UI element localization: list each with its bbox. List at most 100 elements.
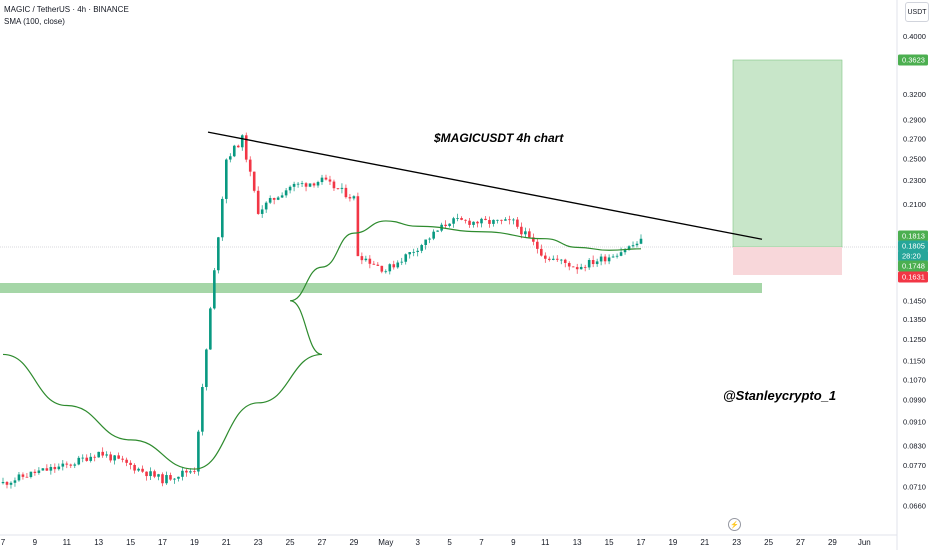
candle (615, 253, 619, 259)
candle (125, 457, 128, 467)
time-tick-label: 3 (415, 538, 420, 547)
time-tick-label: 17 (158, 538, 167, 547)
candle (149, 467, 152, 481)
candle (81, 454, 85, 463)
time-axis-ticks: 7 9 11 13 15 17 19 21 23 25 27 29 May 3 5 7 9 11 13 15 17 19 2… (1, 538, 871, 547)
candle (567, 261, 571, 271)
candle (169, 472, 172, 481)
candle (448, 223, 451, 228)
candle (1, 477, 5, 485)
stop-zone (733, 247, 842, 275)
candle (611, 254, 615, 258)
price-badge-label: 0.3623 (902, 56, 925, 65)
time-tick-label: 15 (605, 538, 614, 547)
candle (161, 472, 164, 487)
price-tick-label: 0.0830 (903, 442, 926, 451)
candle (288, 185, 292, 194)
price-tick-label: 0.4000 (903, 32, 926, 41)
candle (551, 255, 555, 261)
price-badge (898, 260, 928, 272)
time-tick-label: 5 (447, 538, 452, 547)
time-tick-label: 29 (349, 538, 358, 547)
candle (25, 473, 29, 478)
candle (209, 306, 212, 350)
candle (380, 265, 384, 274)
candle (360, 252, 364, 265)
candle (328, 175, 332, 186)
candle (528, 228, 531, 238)
candle (292, 181, 296, 192)
candle (484, 215, 487, 221)
time-tick-label: 23 (254, 538, 263, 547)
chart-annotation-title: $MAGICUSDT 4h chart (434, 131, 564, 145)
candle (452, 216, 455, 228)
time-tick-label: 21 (222, 538, 231, 547)
time-tick-label: 19 (668, 538, 677, 547)
currency-unit-button[interactable]: USDT (905, 2, 929, 22)
candle (340, 183, 344, 194)
candle (272, 197, 276, 205)
candle (396, 260, 400, 269)
candle (579, 263, 583, 270)
chart-legend: MAGIC / TetherUS · 4h · BINANCE SMA (100… (4, 4, 129, 28)
price-tick-label: 0.3200 (903, 90, 926, 99)
candle (41, 468, 45, 471)
candle (368, 255, 372, 269)
candle (508, 215, 511, 225)
candle (631, 241, 635, 248)
candle (516, 216, 519, 229)
candle (85, 454, 89, 462)
candle (193, 467, 196, 474)
sma-line (2, 220, 642, 470)
candle (129, 460, 132, 470)
candle (236, 144, 240, 148)
candle (639, 234, 643, 245)
candle (45, 464, 49, 472)
candle (480, 217, 483, 228)
time-tick-label: 17 (637, 538, 646, 547)
price-tick-label: 0.1070 (903, 375, 926, 384)
candle (512, 218, 515, 225)
candle (61, 460, 65, 471)
price-tick-label: 0.0710 (903, 482, 926, 491)
candle (444, 220, 447, 229)
candle (312, 182, 316, 188)
candle (376, 262, 380, 266)
candle (468, 218, 471, 228)
candle (591, 255, 595, 268)
candle (9, 481, 13, 489)
candle (109, 451, 112, 463)
price-badge (898, 271, 928, 283)
trendline (207, 131, 763, 240)
candle (524, 227, 527, 238)
candle (460, 216, 463, 221)
candle (121, 455, 124, 463)
price-tick-label: 0.0990 (903, 396, 926, 405)
candle (77, 455, 81, 466)
candle (520, 222, 523, 239)
candle (400, 257, 404, 266)
candle (404, 253, 408, 265)
candle (276, 195, 280, 201)
candle (432, 229, 435, 241)
price-tick-label: 0.0770 (903, 461, 926, 470)
candle (300, 180, 304, 187)
candle (225, 158, 228, 204)
candle (113, 454, 116, 465)
candle (29, 471, 33, 479)
symbol-line[interactable]: MAGIC / TetherUS · 4h · BINANCE (4, 5, 129, 14)
candle (5, 480, 9, 489)
candle (547, 256, 551, 262)
candle (352, 195, 356, 201)
candle (117, 452, 120, 460)
candle (145, 471, 148, 481)
lightning-icon[interactable]: ⚡ (728, 518, 741, 531)
candle (500, 219, 503, 225)
time-tick-label: 9 (511, 538, 516, 547)
candle (476, 220, 479, 228)
time-tick-label: May (378, 538, 393, 547)
indicator-line[interactable]: SMA (100, close) (4, 17, 65, 26)
candle (420, 243, 423, 254)
candle (571, 266, 575, 268)
